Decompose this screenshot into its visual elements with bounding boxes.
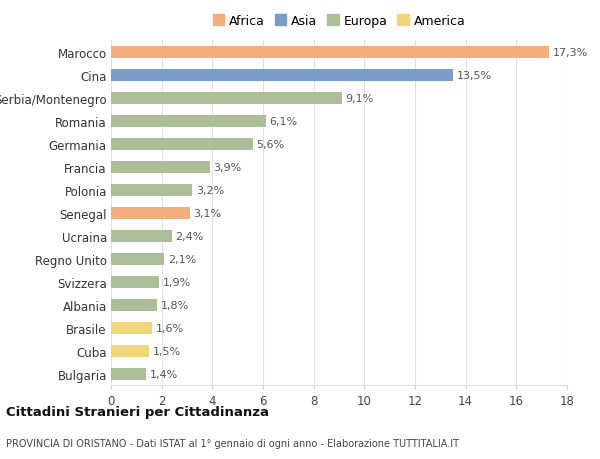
Text: 1,6%: 1,6% <box>155 323 184 333</box>
Text: 2,4%: 2,4% <box>176 231 204 241</box>
Bar <box>111 253 164 266</box>
Text: 13,5%: 13,5% <box>457 71 492 81</box>
Bar <box>111 69 453 82</box>
Bar <box>111 276 159 289</box>
Bar <box>111 92 341 105</box>
Bar <box>111 368 146 381</box>
Text: Cittadini Stranieri per Cittadinanza: Cittadini Stranieri per Cittadinanza <box>6 405 269 419</box>
Text: 9,1%: 9,1% <box>346 94 374 104</box>
Text: 1,8%: 1,8% <box>160 300 188 310</box>
Text: 2,1%: 2,1% <box>168 254 196 264</box>
Text: 3,9%: 3,9% <box>214 162 242 173</box>
Text: 5,6%: 5,6% <box>257 140 285 150</box>
Text: 1,4%: 1,4% <box>150 369 179 379</box>
Text: 6,1%: 6,1% <box>269 117 298 127</box>
Bar <box>111 322 152 335</box>
Text: 3,1%: 3,1% <box>193 208 221 218</box>
Text: 3,2%: 3,2% <box>196 185 224 196</box>
Bar <box>111 161 210 174</box>
Text: 1,9%: 1,9% <box>163 277 191 287</box>
Bar <box>111 184 192 197</box>
Bar <box>111 299 157 312</box>
Bar <box>111 207 190 220</box>
Text: 17,3%: 17,3% <box>553 48 589 58</box>
Text: PROVINCIA DI ORISTANO - Dati ISTAT al 1° gennaio di ogni anno - Elaborazione TUT: PROVINCIA DI ORISTANO - Dati ISTAT al 1°… <box>6 438 459 448</box>
Bar <box>111 46 549 59</box>
Bar <box>111 345 149 358</box>
Bar <box>111 138 253 151</box>
Legend: Africa, Asia, Europa, America: Africa, Asia, Europa, America <box>209 11 469 32</box>
Bar <box>111 230 172 243</box>
Bar <box>111 115 266 128</box>
Text: 1,5%: 1,5% <box>153 346 181 356</box>
